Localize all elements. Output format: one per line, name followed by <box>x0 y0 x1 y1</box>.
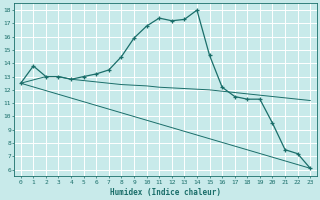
X-axis label: Humidex (Indice chaleur): Humidex (Indice chaleur) <box>110 188 221 197</box>
